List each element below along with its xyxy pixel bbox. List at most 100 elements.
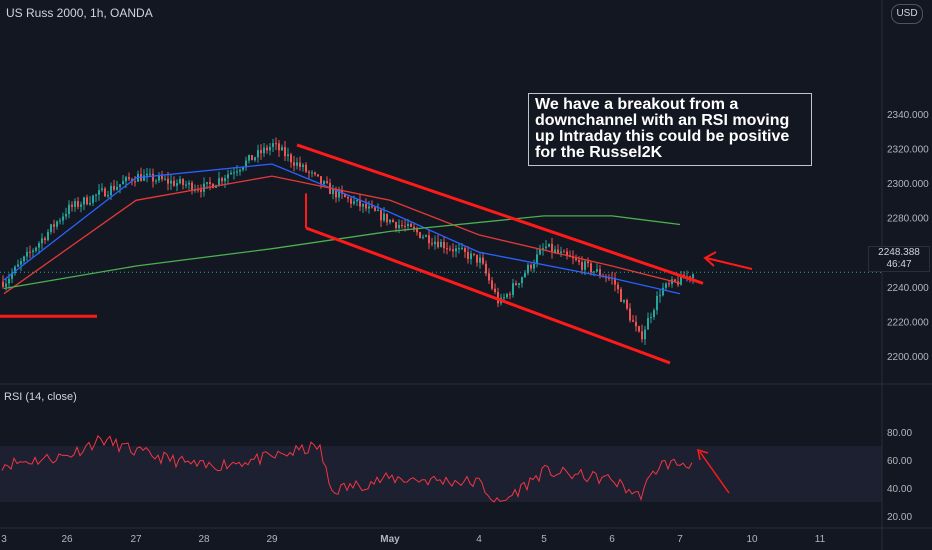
- candle-body: [374, 207, 376, 211]
- candle-body: [479, 257, 481, 263]
- candle-body: [596, 269, 598, 272]
- candle-body: [191, 182, 193, 191]
- currency-badge[interactable]: USD: [891, 4, 923, 24]
- candle-body: [290, 154, 292, 163]
- candle-body: [614, 278, 616, 285]
- candle-body: [425, 235, 427, 237]
- rsi-arrow-shaft: [699, 451, 730, 494]
- candle-body: [323, 181, 325, 185]
- time-tick-label: 11: [815, 534, 826, 545]
- candle-body: [659, 295, 661, 297]
- candle-body: [173, 180, 175, 186]
- annotation-note[interactable]: We have a breakout from a downchannel wi…: [528, 93, 812, 166]
- candle-body: [446, 248, 448, 250]
- candle-body: [302, 164, 304, 167]
- price-tick-label: 2300.000: [887, 179, 929, 190]
- candle-body: [572, 257, 574, 259]
- candle-body: [503, 297, 505, 299]
- candle-body: [398, 224, 400, 229]
- candle-body: [536, 254, 538, 264]
- breakout-arrow-shaft: [705, 257, 753, 270]
- price-tick-label: 2220.000: [887, 317, 929, 328]
- candle-body: [467, 251, 469, 259]
- candle-body: [377, 209, 379, 211]
- candle-body: [305, 164, 307, 172]
- candle-body: [17, 264, 19, 267]
- bar-countdown: 46:47: [886, 259, 912, 270]
- candle-body: [680, 274, 682, 285]
- candle-body: [515, 283, 517, 285]
- candle-body: [149, 173, 151, 175]
- candle-body: [554, 249, 556, 253]
- candle-body: [440, 241, 442, 248]
- candle-body: [557, 249, 559, 253]
- candle-body: [35, 247, 37, 251]
- candle-body: [23, 256, 25, 262]
- candle-body: [56, 221, 58, 227]
- candle-body: [161, 175, 163, 180]
- rsi-tick-label: 40.00: [887, 484, 912, 495]
- candle-body: [179, 179, 181, 184]
- time-tick-label: 7: [677, 534, 683, 545]
- candle-body: [455, 248, 457, 252]
- rsi-tick-label: 60.00: [887, 456, 912, 467]
- candle-body: [347, 197, 349, 199]
- candle-body: [368, 206, 370, 209]
- rsi-tick-label: 20.00: [887, 512, 912, 523]
- candle-body: [257, 150, 259, 158]
- candle-body: [242, 167, 244, 170]
- candle-body: [92, 195, 94, 203]
- candle-body: [548, 243, 550, 247]
- candle-body: [101, 188, 103, 191]
- candle-body: [182, 179, 184, 185]
- breakout-arrow-head: [703, 251, 717, 267]
- candle-body: [443, 241, 445, 249]
- candle-body: [287, 154, 289, 157]
- candle-body: [128, 177, 130, 180]
- candle-body: [314, 172, 316, 175]
- candle-body: [239, 169, 241, 172]
- candle-body: [644, 329, 646, 340]
- candle-body: [11, 273, 13, 279]
- candle-body: [152, 173, 154, 182]
- time-tick-label: 10: [746, 534, 758, 545]
- candle-body: [269, 146, 271, 151]
- candle-body: [542, 248, 544, 250]
- candle-body: [77, 201, 79, 207]
- candle-body: [266, 147, 268, 151]
- candle-body: [200, 189, 202, 192]
- candle-body: [185, 184, 187, 186]
- candle-body: [248, 155, 250, 161]
- candle-body: [518, 283, 520, 285]
- candle-body: [545, 246, 547, 249]
- candle-body: [65, 214, 67, 217]
- candle-body: [95, 194, 97, 196]
- candle-body: [434, 241, 436, 245]
- candle-body: [275, 143, 277, 145]
- rsi-indicator-title[interactable]: RSI (14, close): [4, 391, 77, 403]
- candle-body: [41, 238, 43, 244]
- price-tick-label: 2340.000: [887, 110, 929, 121]
- candle-body: [449, 248, 451, 250]
- candle-body: [59, 220, 61, 222]
- candle-body: [206, 182, 208, 184]
- candle-body: [155, 180, 157, 182]
- candle-body: [575, 258, 577, 261]
- candle-body: [2, 281, 4, 287]
- candle-body: [461, 247, 463, 249]
- candle-body: [653, 310, 655, 318]
- candle-body: [20, 261, 22, 265]
- candle-body: [317, 174, 319, 177]
- candle-body: [416, 228, 418, 233]
- time-tick-label: 26: [61, 534, 73, 545]
- symbol-title: US Russ 2000, 1h, OANDA: [6, 6, 153, 20]
- candle-body: [626, 300, 628, 309]
- candle-body: [71, 204, 73, 207]
- candle-body: [458, 248, 460, 250]
- candle-body: [665, 283, 667, 288]
- candle-body: [539, 249, 541, 255]
- candle-body: [581, 262, 583, 270]
- candle-body: [635, 321, 637, 327]
- candle-body: [44, 238, 46, 241]
